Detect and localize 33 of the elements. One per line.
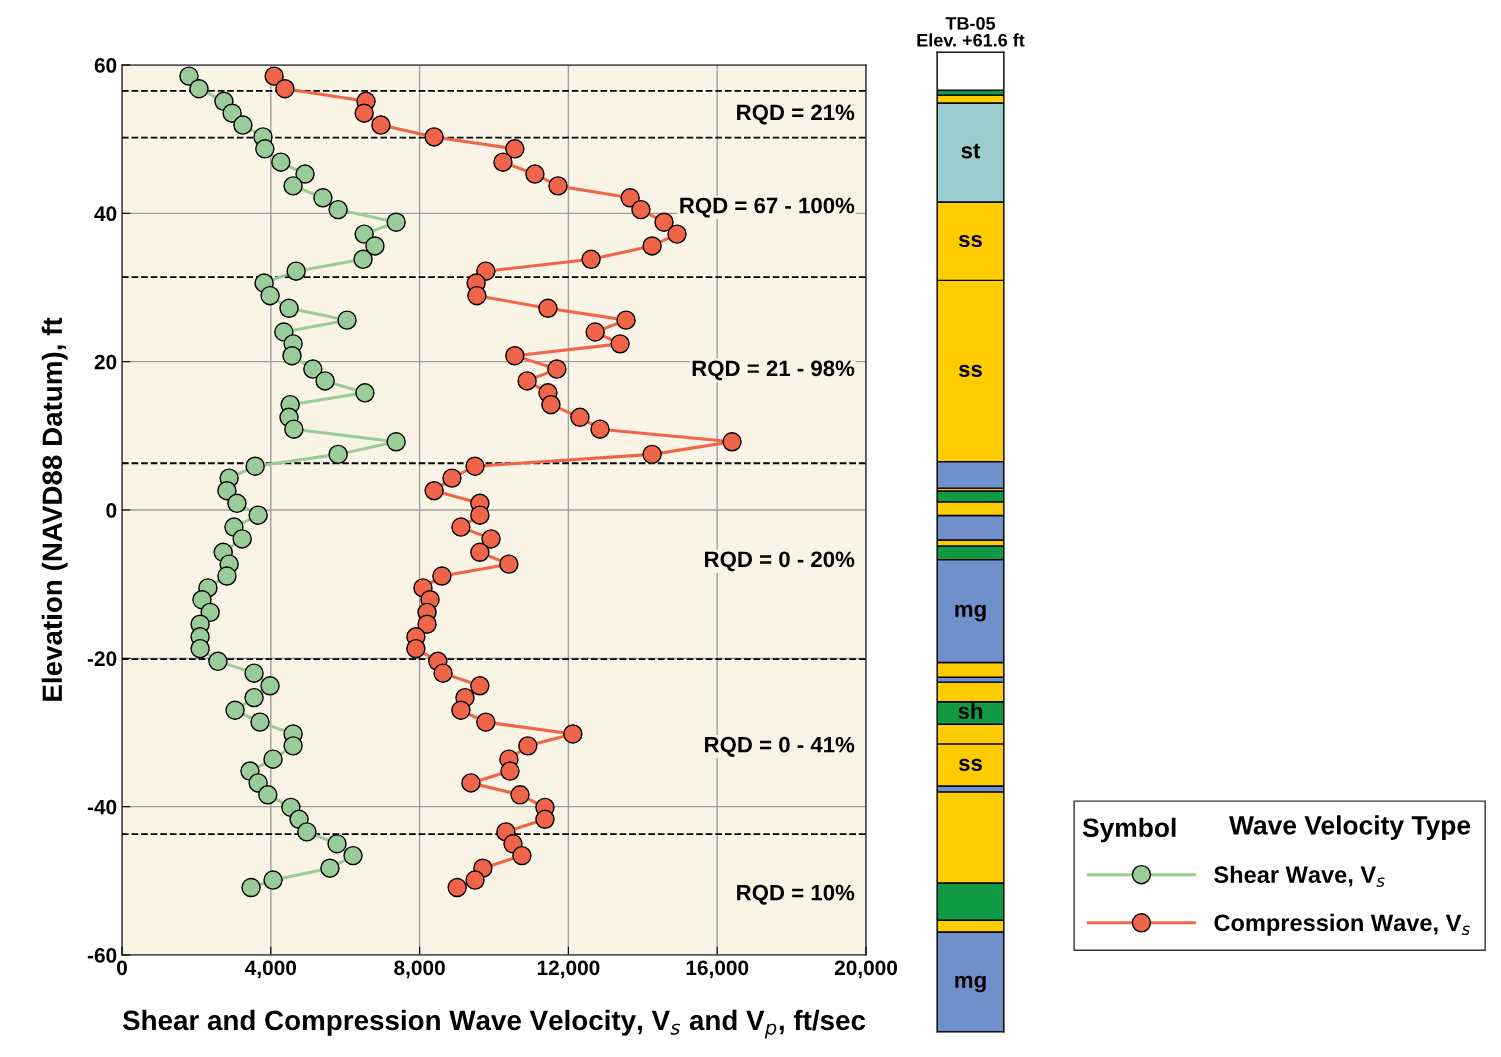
series-label: ss	[958, 364, 982, 377]
x-axis-title: Shear and Compression Wave Velocity, V$_{s}$ and V$_{p}$, ft/sec	[122, 1009, 866, 1039]
legend-title: Wave Velocity Type	[1229, 815, 1471, 840]
annotation: RQD = 0 - 20%	[705, 551, 855, 572]
annotation: RQD = 21 - 98%	[692, 360, 855, 381]
series-label: st	[961, 143, 981, 159]
y-tick-label: 0	[106, 503, 117, 518]
text: Symbol	[1082, 817, 1176, 843]
series-label: mg	[955, 975, 986, 993]
y-tick-label: -60	[87, 948, 117, 963]
legend-label: Compression Wave, V$_{s}$	[1214, 913, 1470, 936]
y-tick-label: -40	[87, 799, 117, 815]
y-tick-label: 20	[94, 354, 117, 370]
x-tick-label: 4,000	[245, 960, 297, 979]
series-label: ss	[958, 234, 982, 248]
chart-title: TB-05 Elev. +61.6 ft	[917, 17, 1025, 47]
y-axis-title: Elevation (NAVD88 Datum), ft	[41, 317, 68, 701]
x-tick-label: 16,000	[686, 960, 749, 979]
legend-label: Shear Wave, V$_{s}$	[1214, 865, 1385, 887]
x-tick-label: 0	[117, 960, 127, 976]
y-tick-label: 40	[94, 206, 117, 222]
series-label: sh	[958, 702, 983, 719]
x-tick-label: 8,000	[394, 960, 445, 979]
annotation: RQD = 67 - 100%	[680, 197, 855, 218]
x-tick-label: 20,000	[834, 960, 898, 979]
x-tick-label: 12,000	[537, 960, 600, 979]
y-tick-label: 60	[94, 58, 117, 73]
series-label: mg	[955, 604, 986, 622]
annotation: RQD = 10%	[737, 884, 855, 905]
y-tick-label: -20	[87, 651, 117, 667]
annotation: RQD = 21%	[737, 104, 855, 125]
annotation: RQD = 0 - 41%	[705, 736, 855, 757]
series-label: ss	[958, 758, 982, 771]
